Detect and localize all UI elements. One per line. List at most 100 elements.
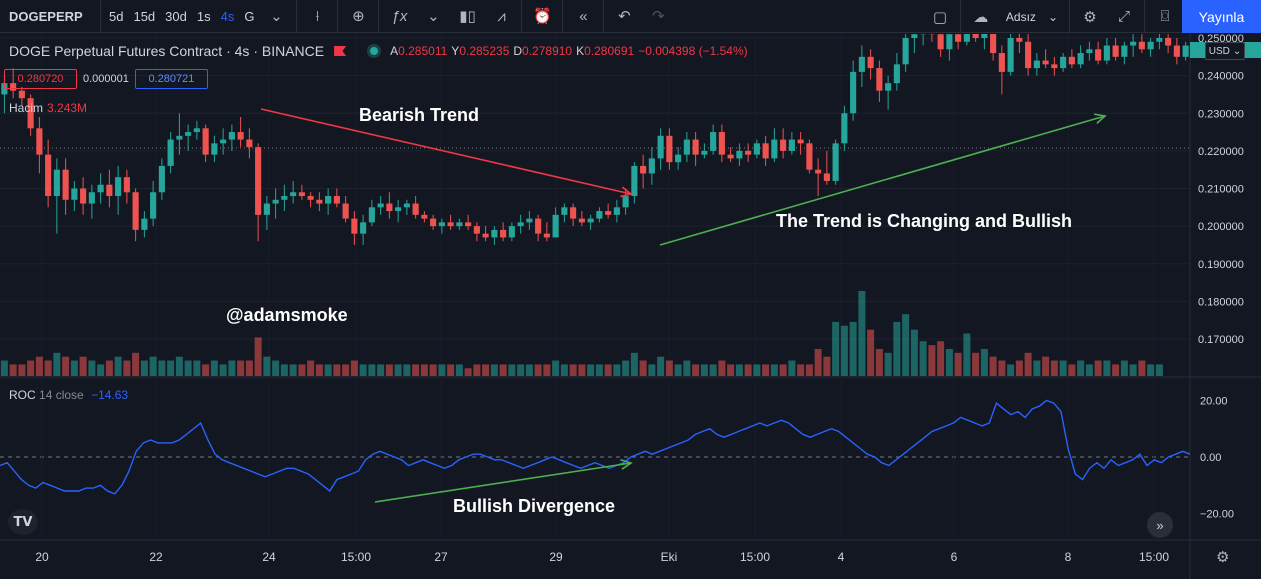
volume-bar	[447, 364, 455, 376]
chevron-down-icon[interactable]: ⌄	[270, 8, 283, 25]
candle-body	[526, 218, 533, 223]
candle-body	[1051, 64, 1058, 69]
volume-bar	[665, 360, 673, 376]
volume-bar	[552, 360, 560, 376]
currency-selector[interactable]: USD ⌄	[1205, 42, 1245, 60]
symbol-search-button[interactable]: DOGEPERP	[0, 0, 101, 33]
tradingview-logo-icon[interactable]: 𝗧𝗩	[8, 509, 38, 535]
interval-15d[interactable]: 15d	[133, 8, 156, 24]
candle-body	[885, 83, 892, 91]
flag-icon[interactable]	[334, 46, 347, 56]
sell-price-box[interactable]: 0.280720	[4, 69, 77, 89]
time-tick-label: 4	[838, 550, 845, 564]
price-tick-label: 0.220000	[1198, 146, 1244, 158]
market-status-icon	[370, 47, 379, 55]
volume-bar	[97, 364, 105, 376]
add-compare-icon[interactable]: ⊕	[352, 8, 365, 25]
candle-body	[946, 34, 953, 50]
layout-square-icon[interactable]: ▢	[932, 8, 948, 26]
volume-bar	[630, 352, 638, 376]
candle-body	[36, 128, 43, 155]
undo-icon[interactable]: ↶	[618, 8, 631, 25]
ohlc-value-K: 0.280691	[584, 44, 635, 58]
volume-bar	[770, 364, 778, 376]
redo-icon[interactable]: ↷	[652, 8, 665, 25]
interval-1s[interactable]: 1s	[196, 8, 211, 24]
cloud-icon[interactable]: ☁	[973, 8, 989, 26]
candle-body	[71, 188, 78, 200]
annotation-author[interactable]: @adamsmoke	[226, 305, 348, 325]
buy-price-box[interactable]: 0.280721	[134, 69, 208, 89]
toolbar-divider	[1069, 0, 1070, 33]
financials-bars-icon[interactable]: ▮▯	[459, 8, 476, 25]
candle-body	[1042, 60, 1049, 65]
volume-bar	[1050, 360, 1058, 376]
volume-bar	[272, 360, 280, 376]
volume-bar	[569, 364, 577, 376]
volume-bar	[884, 352, 892, 376]
volume-bar	[377, 364, 385, 376]
candle-body	[1103, 45, 1110, 61]
publish-button[interactable]: Yayınla	[1182, 0, 1261, 33]
volume-bar	[464, 368, 472, 376]
candle-body	[666, 135, 673, 163]
candle-body	[193, 128, 200, 133]
indicators-fx-icon[interactable]: ƒx	[391, 7, 408, 25]
interval-30d[interactable]: 30d	[165, 8, 187, 24]
layout-name[interactable]: Adsız ⌄	[998, 0, 1066, 33]
interval-G[interactable]: G	[244, 8, 255, 24]
chevron-down-icon: ⌄	[1232, 45, 1242, 57]
volume-bar	[683, 360, 691, 376]
volume-bar	[333, 364, 341, 376]
camera-icon[interactable]: ⌼	[1160, 8, 1170, 25]
gear-icon[interactable]: ⚙	[1083, 8, 1097, 26]
chevron-down-icon[interactable]: ⌄	[427, 8, 440, 25]
volume-bar	[88, 360, 96, 376]
candle-body	[386, 203, 393, 212]
price-tick-label: 0.210000	[1198, 184, 1244, 196]
chart-canvas[interactable]: 0.250000 0.240000 0.230000 0.220000 0.210000…	[0, 34, 1261, 579]
volume-bar	[359, 364, 367, 376]
candle-body	[1095, 49, 1102, 61]
volume-bar	[1112, 364, 1120, 376]
volume-bar	[508, 364, 516, 376]
candles-style-icon[interactable]: ⟊	[315, 7, 320, 25]
interval-5d[interactable]: 5d	[109, 8, 124, 24]
roc-line	[0, 399, 1191, 495]
volume-bar	[18, 364, 26, 376]
candle-body	[115, 177, 122, 197]
time-tick-label: 6	[951, 550, 958, 564]
candle-body	[937, 34, 944, 50]
volume-bar	[718, 360, 726, 376]
interval-4s[interactable]: 4s	[220, 8, 235, 24]
volume-bar	[797, 364, 805, 376]
candle-body	[316, 199, 323, 204]
annotation-trend-changing[interactable]: The Trend is Changing and Bullish	[776, 211, 1073, 231]
toolbar-divider	[1144, 0, 1145, 33]
annotation-divergence[interactable]: Bullish Divergence	[453, 496, 616, 516]
roc-label: ROC	[9, 388, 36, 402]
templates-icon[interactable]: ⩘	[497, 7, 506, 25]
toolbar-right: ▢ ☁ Adsız ⌄ ⚙ ⤢ ⌼ Yayınla	[923, 0, 1261, 33]
candle-body	[281, 196, 288, 200]
volume-bar	[875, 348, 883, 376]
volume-bar	[867, 329, 875, 376]
candle-body	[1156, 38, 1163, 42]
divergence-arrow	[374, 462, 632, 503]
volume-bar	[989, 356, 997, 376]
candle-body	[753, 143, 760, 155]
volume-bar	[263, 356, 271, 376]
gear-icon[interactable]: ⚙	[1216, 549, 1230, 566]
candle-body	[263, 203, 270, 215]
scroll-to-realtime-icon[interactable]: »	[1147, 512, 1173, 538]
candle-body	[517, 222, 524, 227]
volume-bar	[1059, 360, 1067, 376]
alert-clock-icon[interactable]: ⏰	[533, 8, 552, 25]
replay-icon[interactable]: «	[579, 7, 588, 25]
candle-body	[202, 128, 209, 155]
annotation-bearish[interactable]: Bearish Trend	[359, 105, 480, 125]
volume-bar	[980, 348, 988, 376]
fullscreen-icon[interactable]: ⤢	[1117, 8, 1130, 25]
volume-bar	[79, 356, 87, 376]
candle-body	[587, 218, 594, 223]
